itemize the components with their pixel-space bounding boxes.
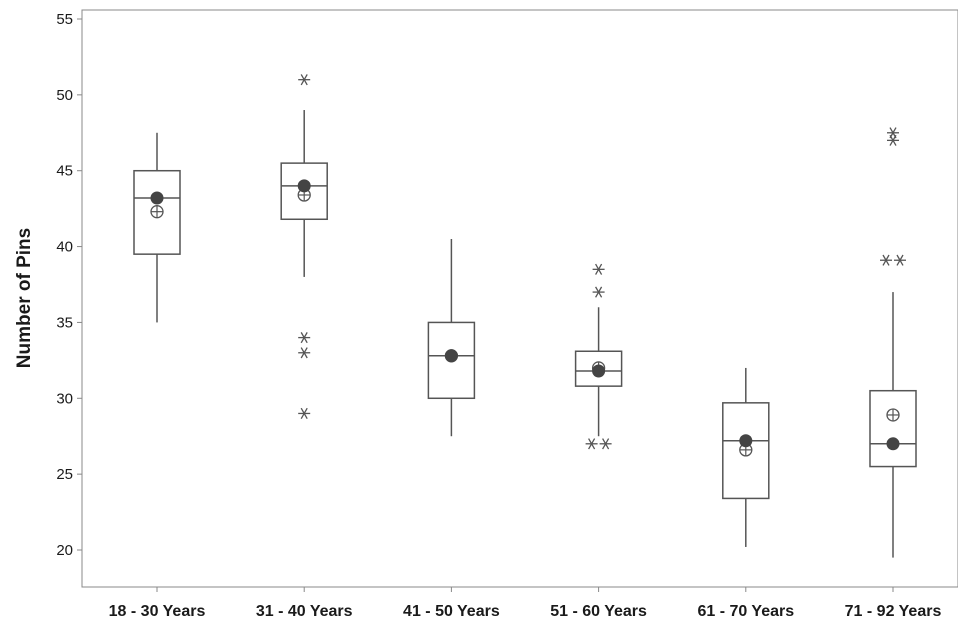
median-dot [444, 349, 458, 363]
outlier-asterisk [585, 438, 598, 450]
median-dot [297, 179, 311, 193]
y-tick-label: 25 [56, 466, 73, 483]
outlier-asterisk [298, 407, 311, 420]
x-tick-label: 31 - 40 Years [256, 603, 353, 620]
outlier-asterisk [592, 263, 605, 275]
y-tick-label: 30 [56, 390, 73, 407]
outlier-asterisk [894, 254, 906, 266]
outlier-stroke [300, 74, 308, 86]
iqr-box [869, 389, 917, 468]
y-axis-title: Number of Pins [14, 228, 35, 368]
outlier-asterisk [887, 127, 899, 139]
plot-frame [81, 9, 958, 588]
y-axis: 20 25 30 35 40 45 50 55 [56, 11, 82, 559]
x-tick-label: 41 - 50 Years [403, 603, 500, 620]
median-dot [592, 364, 606, 378]
x-tick-label: 71 - 92 Years [845, 603, 942, 620]
x-tick-label: 18 - 30 Years [109, 603, 206, 620]
outlier-asterisk [298, 74, 311, 86]
y-tick-label: 20 [56, 542, 73, 559]
outlier-asterisk [298, 332, 311, 344]
x-axis: 18 - 30 Years 31 - 40 Years 41 - 50 Years 5… [109, 587, 942, 620]
y-tick-label: 50 [56, 87, 73, 104]
outlier-asterisk [592, 286, 605, 298]
outlier-stroke [595, 263, 603, 275]
outlier-stroke [595, 286, 603, 298]
outlier-asterisk [298, 347, 311, 359]
iqr-box [574, 350, 623, 387]
outlier-asterisk [599, 438, 612, 450]
median-dot [150, 191, 164, 205]
box-group [869, 127, 917, 558]
x-tick-label: 51 - 60 Years [550, 603, 647, 620]
outlier-stroke [602, 438, 610, 450]
outlier-stroke [896, 254, 904, 266]
x-tick-label: 61 - 70 Years [697, 603, 794, 620]
y-tick-label: 55 [56, 11, 73, 28]
outlier-stroke [882, 254, 890, 266]
outlier-asterisk [880, 254, 892, 266]
box-group [722, 367, 770, 547]
y-tick-label: 40 [56, 239, 73, 256]
box-group [280, 74, 328, 420]
outlier-stroke [300, 347, 308, 359]
outlier-stroke [889, 134, 897, 146]
plot-area [133, 74, 917, 558]
median-dot [739, 434, 753, 448]
box-group [427, 238, 476, 437]
outlier-stroke [300, 332, 308, 344]
outlier-asterisk [887, 134, 899, 146]
outlier-stroke [588, 438, 596, 450]
median-dot [886, 437, 900, 451]
box-group [133, 132, 181, 323]
box-group [574, 263, 623, 450]
y-tick-label: 35 [56, 314, 73, 331]
y-tick-label: 45 [56, 163, 73, 180]
outlier-stroke [300, 407, 308, 420]
